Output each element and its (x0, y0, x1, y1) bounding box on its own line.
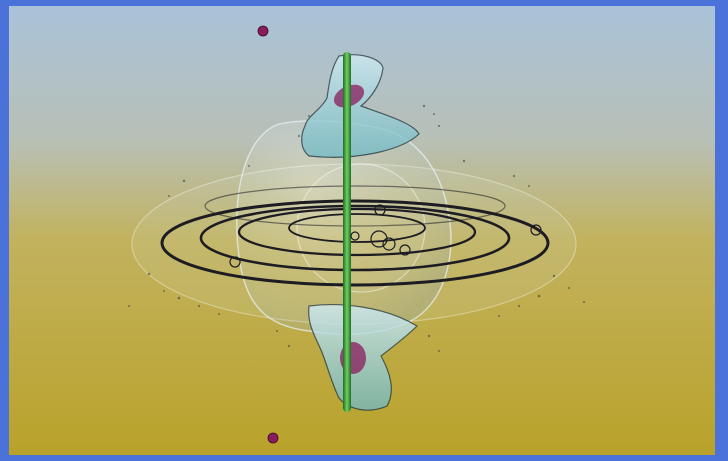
top-crown (301, 54, 420, 158)
photo (9, 6, 715, 455)
bottom-falling-drop (267, 432, 279, 444)
inner-sphere (296, 163, 426, 293)
green-stem (343, 52, 351, 412)
ring-set (160, 185, 550, 287)
spray-droplets (128, 104, 585, 352)
top-falling-drop (257, 25, 269, 37)
small-bubbles (229, 204, 542, 268)
